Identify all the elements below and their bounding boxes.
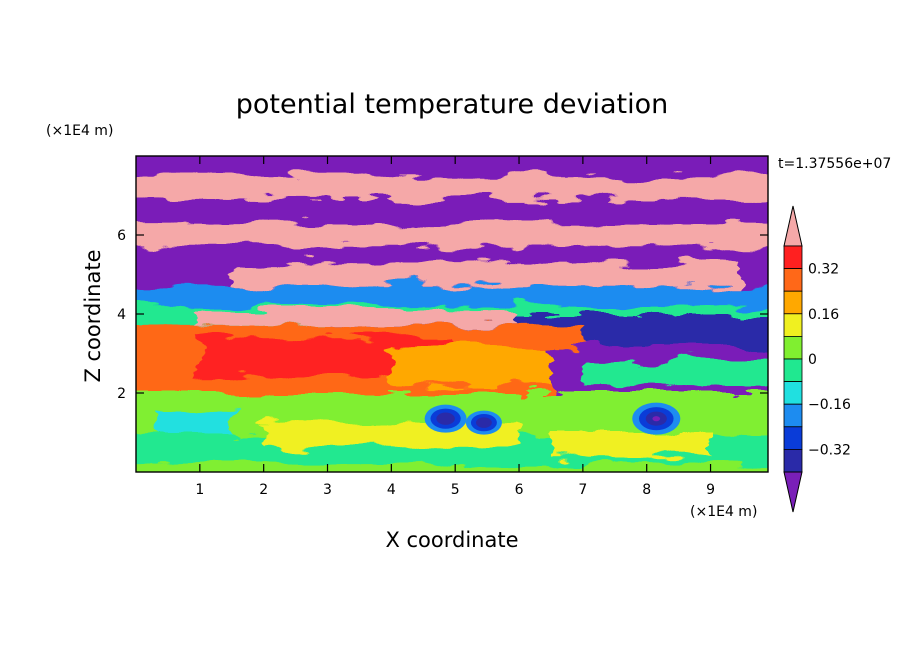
colorbar-box [783, 335, 803, 360]
colorbar: 0.32 0.16 0 −0.16 −0.32 [783, 205, 851, 513]
contour-band [582, 361, 768, 386]
colorbar-label: 0.32 [808, 262, 839, 278]
chart-title: potential temperature deviation [236, 89, 668, 120]
contour-band [136, 199, 768, 224]
colorbar-label: 0 [808, 352, 817, 368]
x-tick-label: 7 [578, 482, 587, 498]
y-axis-label: Z coordinate [81, 249, 105, 382]
y-axis: 2 4 6 [117, 228, 768, 402]
x-tick-label: 8 [642, 482, 651, 498]
colorbar-label: −0.32 [808, 442, 851, 458]
contour-field [136, 156, 768, 472]
x-tick-label: 1 [195, 482, 204, 498]
colorbar-box [783, 268, 803, 292]
y-tick-label: 4 [117, 307, 126, 323]
contour-band [155, 408, 232, 437]
colorbar-box [783, 403, 803, 428]
contour-band [136, 156, 768, 176]
contour-band [550, 432, 711, 457]
colorbar-box [783, 245, 803, 270]
eddy [475, 417, 492, 428]
x-tick-label: 5 [451, 482, 460, 498]
contour-band [199, 310, 520, 326]
contour-bands [136, 156, 768, 472]
colorbar-box [783, 381, 803, 405]
colorbar-box [783, 358, 803, 383]
colorbar-box [783, 426, 803, 450]
x-axis: 1 2 3 4 5 6 7 8 9 [195, 156, 715, 498]
x-tick-label: 9 [706, 482, 715, 498]
colorbar-label: 0.16 [808, 307, 839, 323]
colorbar-extend-max [783, 205, 803, 247]
time-label: t=1.37556e+07 [778, 156, 891, 172]
contour-band [231, 262, 743, 287]
colorbar-box [783, 290, 803, 315]
x-unit-label: (×1E4 m) [690, 504, 757, 520]
eddy [652, 416, 661, 422]
eddy [436, 412, 455, 425]
y-tick-label: 6 [117, 228, 126, 244]
colorbar-extend-min [783, 471, 803, 513]
x-tick-label: 6 [515, 482, 524, 498]
x-tick-label: 3 [323, 482, 332, 498]
colorbar-box [783, 313, 803, 337]
contour-band [136, 246, 768, 263]
colorbar-box [783, 448, 803, 473]
x-axis-label: X coordinate [385, 528, 518, 552]
x-tick-label: 2 [259, 482, 268, 498]
colorbar-label: −0.16 [808, 397, 851, 413]
contour-band [136, 223, 768, 247]
x-tick-label: 4 [387, 482, 396, 498]
y-unit-label: (×1E4 m) [46, 123, 113, 139]
y-tick-label: 2 [117, 386, 126, 402]
contour-band [136, 175, 768, 200]
